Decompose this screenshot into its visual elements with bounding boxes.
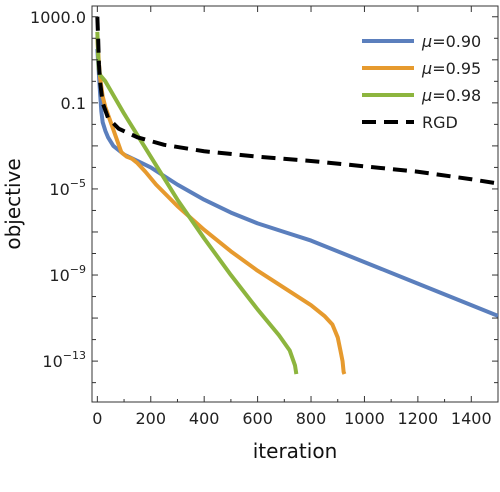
y-axis-ticks: 1000.0 0.1 10−5 10−9 10−13 [30, 8, 498, 384]
x-tick-label: 400 [189, 409, 220, 428]
series-line-4 [95, 16, 498, 186]
legend-label-4: RGD [422, 113, 458, 132]
legend: μ=0.90 μ=0.95 μ=0.98 RGD [362, 32, 481, 132]
plot-border [91, 5, 499, 403]
x-axis-label: iteration [253, 439, 338, 463]
x-tick-label: 1000 [344, 409, 385, 428]
y-tick-label: 10−9 [49, 263, 86, 285]
x-tick-label: 0 [92, 409, 102, 428]
y-tick-label: 10−5 [49, 177, 86, 199]
legend-label-1: μ=0.90 [421, 32, 481, 51]
series-layer [95, 16, 498, 375]
x-tick-label: 800 [296, 409, 327, 428]
x-tick-label: 600 [242, 409, 273, 428]
y-tick-label: 0.1 [61, 94, 86, 113]
x-axis-ticks: 0 200 400 600 800 1000 1200 1400 [92, 6, 492, 428]
series-line-3 [95, 31, 299, 375]
x-tick-label: 200 [135, 409, 166, 428]
x-tick-label: 1200 [398, 409, 439, 428]
x-tick-label: 1400 [451, 409, 492, 428]
y-tick-label: 1000.0 [30, 8, 86, 27]
legend-label-2: μ=0.95 [421, 59, 481, 78]
legend-label-3: μ=0.98 [421, 86, 481, 105]
y-tick-label: 10−13 [42, 349, 86, 371]
series-line-1 [95, 48, 498, 318]
y-axis-label: objective [1, 158, 25, 249]
plot-frame [91, 5, 499, 403]
